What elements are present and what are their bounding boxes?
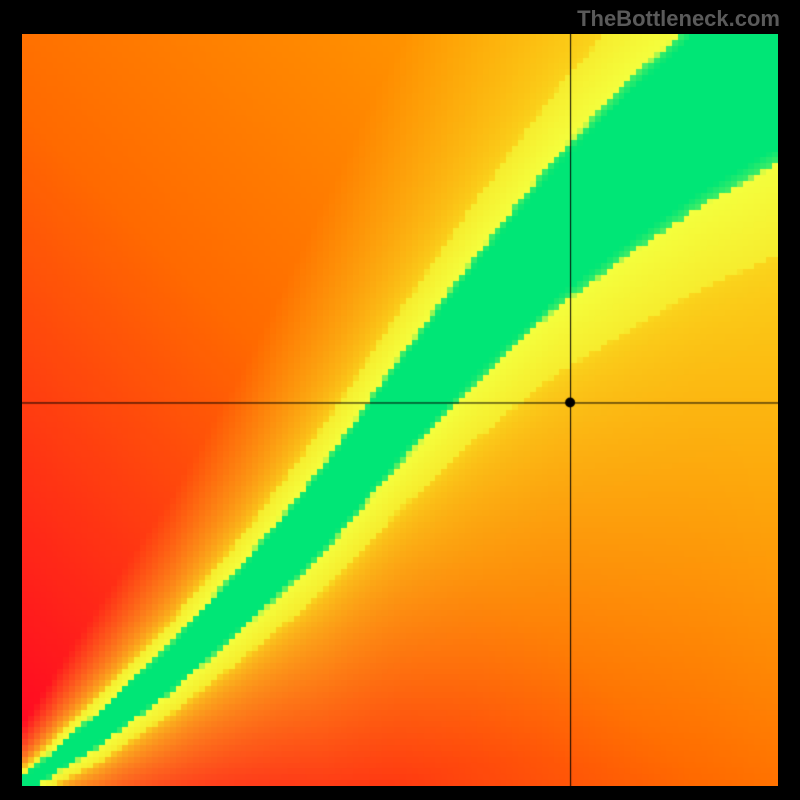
bottleneck-heatmap (22, 34, 778, 786)
watermark-text: TheBottleneck.com (577, 6, 780, 32)
chart-container: TheBottleneck.com (0, 0, 800, 800)
